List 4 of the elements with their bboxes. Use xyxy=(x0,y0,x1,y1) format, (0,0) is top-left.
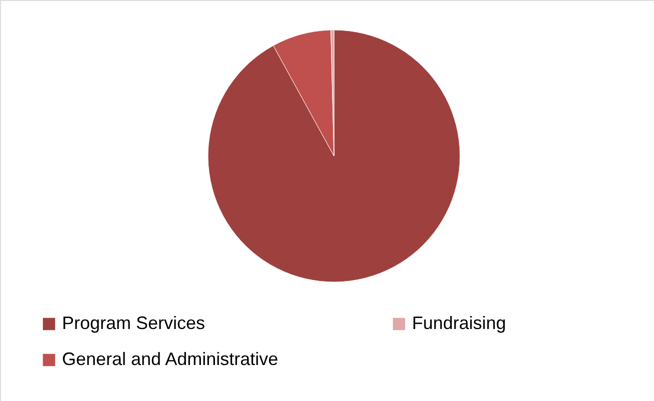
legend-label: General and Administrative xyxy=(62,349,278,369)
legend-label: Program Services xyxy=(62,313,206,333)
legend-label: Fundraising xyxy=(412,313,506,333)
pie-slice xyxy=(208,30,460,282)
